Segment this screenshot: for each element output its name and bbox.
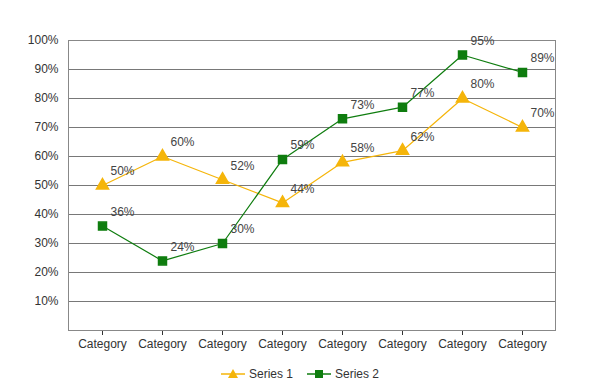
svg-text:50%: 50% xyxy=(111,164,135,178)
svg-text:44%: 44% xyxy=(291,182,315,196)
svg-text:60%: 60% xyxy=(171,135,195,149)
svg-text:59%: 59% xyxy=(291,138,315,152)
svg-text:100%: 100% xyxy=(28,33,59,47)
svg-text:95%: 95% xyxy=(471,34,495,48)
svg-text:Category: Category xyxy=(138,337,187,351)
svg-text:50%: 50% xyxy=(34,178,58,192)
svg-text:62%: 62% xyxy=(411,130,435,144)
svg-text:89%: 89% xyxy=(531,51,555,65)
svg-text:80%: 80% xyxy=(34,91,58,105)
svg-text:90%: 90% xyxy=(34,62,58,76)
html-text:Series 1: Series 1 xyxy=(249,367,293,381)
svg-text:10%: 10% xyxy=(34,294,58,308)
svg-text:40%: 40% xyxy=(34,207,58,221)
svg-text:80%: 80% xyxy=(471,77,495,91)
svg-text:Category: Category xyxy=(258,337,307,351)
svg-text:36%: 36% xyxy=(111,205,135,219)
svg-text:24%: 24% xyxy=(171,240,195,254)
svg-text:Category: Category xyxy=(438,337,487,351)
svg-text:Category: Category xyxy=(78,337,127,351)
svg-text:77%: 77% xyxy=(411,86,435,100)
svg-text:Category: Category xyxy=(498,337,547,351)
svg-text:73%: 73% xyxy=(351,98,375,112)
svg-text:52%: 52% xyxy=(231,159,255,173)
svg-text:Category: Category xyxy=(198,337,247,351)
svg-text:20%: 20% xyxy=(34,265,58,279)
html-text:Series 2: Series 2 xyxy=(335,367,379,381)
svg-text:Category: Category xyxy=(318,337,367,351)
svg-text:30%: 30% xyxy=(231,222,255,236)
svg-text:60%: 60% xyxy=(34,149,58,163)
svg-text:30%: 30% xyxy=(34,236,58,250)
svg-text:70%: 70% xyxy=(34,120,58,134)
svg-text:Category: Category xyxy=(378,337,427,351)
svg-text:58%: 58% xyxy=(351,141,375,155)
svg-text:70%: 70% xyxy=(531,106,555,120)
